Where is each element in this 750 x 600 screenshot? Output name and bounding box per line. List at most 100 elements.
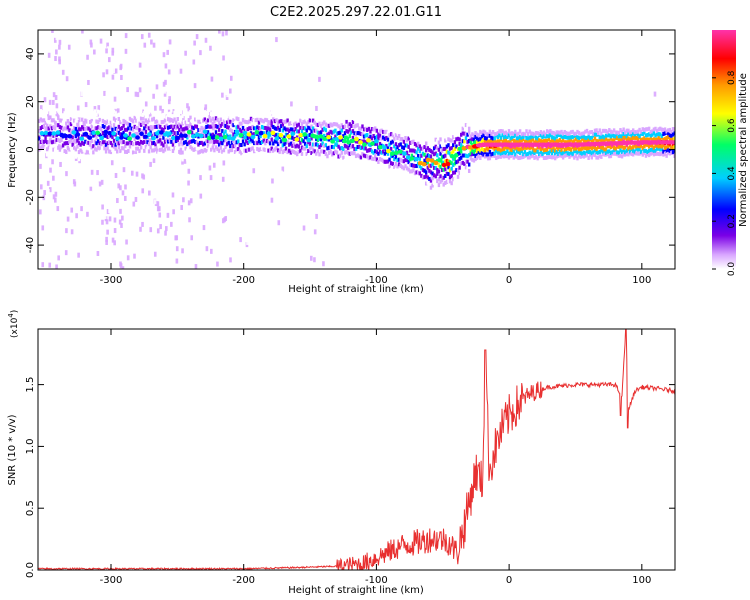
spectrogram-noise-cell [159,105,162,111]
spectrogram-band-cell [482,133,485,138]
spectrogram-band-cell [544,138,547,143]
spectrogram-band-cell [173,146,176,151]
spectrogram-band-cell [42,123,46,128]
spectrogram-band-cell [409,179,412,184]
spectrogram-band-cell [405,166,409,171]
spectrogram-band-cell [265,138,269,143]
spectrogram-band-cell [659,126,662,131]
spectrogram-band-cell [474,135,477,140]
spectrogram-band-cell [625,137,629,142]
spectrogram-band-cell [413,164,417,169]
spectrogram-band-cell [245,156,248,161]
spectrogram-band-cell [590,135,593,140]
spectrogram-band-cell [307,133,310,138]
spectrogram-band-cell [396,130,399,135]
spectrogram-band-cell [413,142,417,147]
spectrogram-band-cell [229,115,232,120]
spectrogram-band-cell [378,149,382,154]
spectrogram-noise-cell [288,57,292,63]
spectrogram-band-cell [144,110,148,115]
spectrogram-band-cell [354,146,358,151]
spectrogram-band-cell [431,171,434,176]
spectrogram-noise-cell [246,234,249,240]
spectrogram-band-cell [52,133,55,138]
spectrogram-band-cell [85,140,89,145]
spectrogram-band-cell [41,124,44,129]
spectrogram-noise-cell [156,201,160,207]
spectrogram-band-cell [447,143,450,148]
spectrogram-band-cell [359,146,363,151]
spectrogram-band-cell [303,113,307,118]
spectrogram-band-cell [503,147,506,152]
spectrogram-band-cell [553,148,557,153]
spectrogram-x-tick-label: -200 [232,275,255,286]
spectrogram-band-cell [410,169,414,174]
spectrogram-band-cell [203,147,207,152]
spectrogram-band-cell [55,123,58,128]
spectrogram-ridge-blob [330,139,336,144]
spectrogram-band-cell [135,154,138,159]
spectrogram-band-cell [533,155,536,160]
spectrogram-band-cell [66,125,70,130]
spectrogram-band-cell [163,118,167,123]
spectrogram-band-cell [560,134,563,139]
spectrogram-ridge-blob [127,136,132,141]
spectrogram-band-cell [487,152,490,157]
spectrogram-band-cell [651,132,654,137]
spectrogram-band-cell [595,128,598,133]
spectrogram-band-cell [434,144,437,149]
spectrogram-band-cell [195,146,199,151]
spectrogram-band-cell [303,126,307,131]
spectrogram-band-cell [92,144,95,149]
spectrogram-band-cell [418,144,422,149]
spectrogram-band-cell [608,154,611,159]
spectrogram-band-cell [480,146,484,151]
spectrogram-band-cell [587,137,590,142]
spectrogram-band-cell [246,147,250,152]
spectrogram-band-cell [510,131,514,136]
spectrogram-band-cell [490,152,493,157]
spectrogram-noise-cell [141,115,145,121]
spectrogram-band-cell [426,160,429,165]
spectrogram-band-cell [292,113,296,118]
spectrogram-band-cell [103,125,106,130]
spectrogram-band-cell [632,128,635,133]
spectrogram-band-cell [552,155,555,160]
spectrogram-band-cell [638,151,641,156]
spectrogram-noise-cell [156,252,160,258]
spectrogram-band-cell [166,153,170,158]
spectrogram-band-cell [375,128,379,133]
spectrogram-band-cell [420,153,423,158]
spectrogram-band-cell [663,127,667,132]
spectrogram-band-cell [123,144,127,149]
spectrogram-noise-cell [87,75,90,81]
spectrogram-band-cell [315,151,318,156]
spectrogram-band-cell [139,109,143,114]
spectrogram-band-cell [149,125,152,130]
spectrogram-band-cell [63,120,66,125]
spectrogram-band-cell [536,149,539,154]
spectrogram-band-cell [582,145,586,150]
spectrogram-band-cell [475,149,479,154]
spectrogram-band-cell [592,131,595,136]
spectrogram-band-cell [619,148,622,153]
spectrogram-noise-cell [273,208,276,214]
spectrogram-band-cell [463,123,466,128]
spectrogram-band-cell [622,145,625,150]
spectrogram-band-cell [79,148,82,153]
spectrogram-ridge-blob [334,136,339,142]
spectrogram-band-cell [318,130,321,135]
spectrogram-band-cell [93,139,97,144]
spectrogram-band-cell [286,157,289,162]
spectrogram-band-cell [291,127,294,132]
spectrogram-band-cell [241,113,245,118]
spectrogram-band-cell [262,131,265,136]
spectrogram-band-cell [327,137,331,142]
spectrogram-band-cell [39,146,42,151]
spectrogram-band-cell [324,152,328,157]
spectrogram-band-cell [405,138,409,143]
spectrogram-band-cell [256,141,259,146]
spectrogram-band-cell [331,152,334,157]
spectrogram-band-cell [206,139,210,144]
spectrogram-band-cell [283,148,286,153]
